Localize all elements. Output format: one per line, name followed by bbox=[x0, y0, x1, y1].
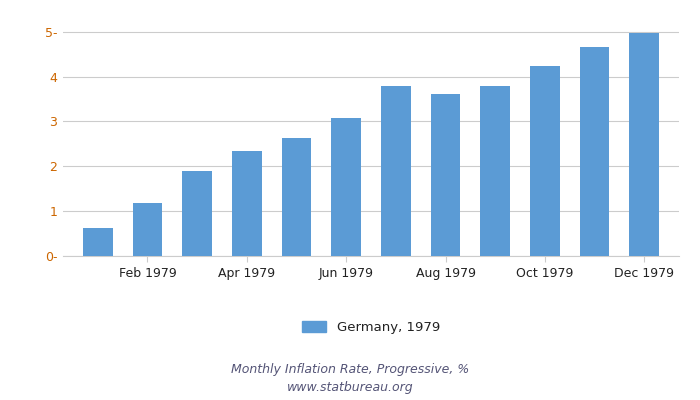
Legend: Germany, 1979: Germany, 1979 bbox=[297, 315, 445, 339]
Bar bbox=[83, 228, 113, 256]
Bar bbox=[232, 150, 262, 256]
Bar bbox=[182, 171, 212, 256]
Text: Monthly Inflation Rate, Progressive, %: Monthly Inflation Rate, Progressive, % bbox=[231, 364, 469, 376]
Bar bbox=[629, 33, 659, 256]
Bar bbox=[480, 86, 510, 256]
Bar bbox=[331, 118, 361, 256]
Bar bbox=[530, 66, 560, 256]
Text: www.statbureau.org: www.statbureau.org bbox=[287, 382, 413, 394]
Bar bbox=[430, 94, 461, 256]
Bar bbox=[381, 86, 411, 256]
Bar bbox=[580, 46, 610, 256]
Bar bbox=[281, 138, 312, 256]
Bar bbox=[132, 203, 162, 256]
